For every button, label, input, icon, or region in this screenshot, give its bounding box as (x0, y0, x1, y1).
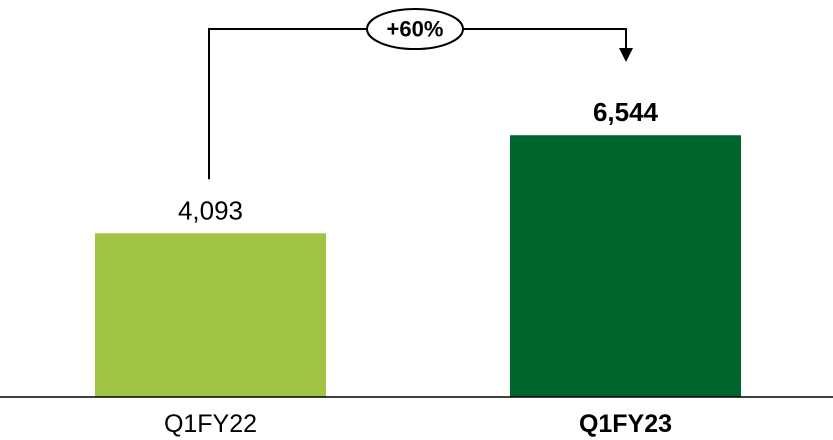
category-label-q1fy22: Q1FY22 (164, 410, 257, 438)
bar-q1fy22 (95, 233, 326, 397)
bars-group (95, 135, 741, 398)
growth-badge-ellipse (366, 8, 464, 50)
growth-badge-label: +60% (387, 17, 444, 42)
growth-arrowhead (619, 48, 633, 62)
category-labels-group: Q1FY22 Q1FY23 (164, 410, 672, 438)
value-label-q1fy22: 4,093 (178, 195, 243, 225)
category-label-q1fy23: Q1FY23 (579, 410, 672, 438)
growth-annotation: +60% (208, 8, 633, 180)
bar-q1fy23 (510, 135, 741, 398)
value-label-q1fy23: 6,544 (593, 97, 659, 127)
value-labels-group: 4,093 6,544 (178, 97, 659, 225)
